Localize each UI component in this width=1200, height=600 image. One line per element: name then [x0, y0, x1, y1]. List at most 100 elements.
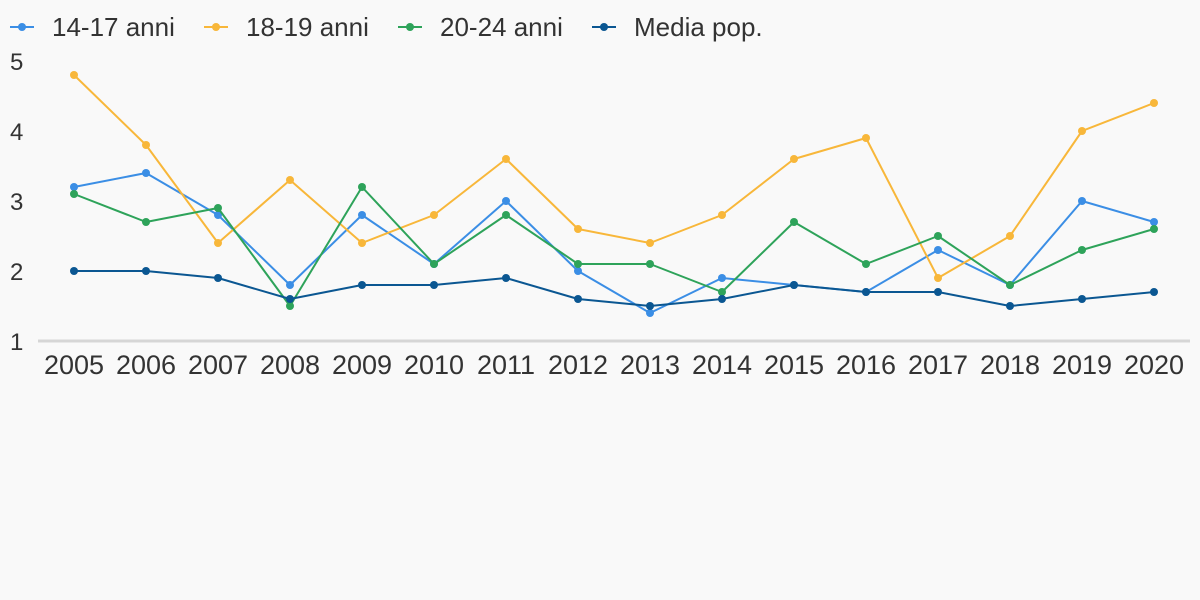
data-point[interactable] — [574, 260, 582, 268]
data-point[interactable] — [718, 295, 726, 303]
data-point[interactable] — [1150, 99, 1158, 107]
x-tick-label: 2006 — [116, 350, 176, 380]
legend-swatch-dot — [18, 23, 26, 31]
data-point[interactable] — [934, 246, 942, 254]
y-tick-label: 3 — [10, 189, 23, 216]
data-point[interactable] — [214, 239, 222, 247]
legend-item-3[interactable]: Media pop. — [592, 12, 763, 42]
data-point[interactable] — [574, 295, 582, 303]
data-point[interactable] — [142, 141, 150, 149]
data-point[interactable] — [790, 155, 798, 163]
data-point[interactable] — [430, 260, 438, 268]
data-point[interactable] — [718, 211, 726, 219]
y-tick-label: 2 — [10, 259, 23, 286]
data-point[interactable] — [1078, 197, 1086, 205]
series-line — [73, 172, 1155, 314]
legend-label: 14-17 anni — [52, 12, 175, 42]
x-tick-label: 2005 — [44, 350, 104, 380]
series-layer — [70, 71, 1158, 317]
data-point[interactable] — [646, 309, 654, 317]
data-point[interactable] — [1006, 302, 1014, 310]
data-point[interactable] — [502, 211, 510, 219]
data-point[interactable] — [1150, 288, 1158, 296]
data-point[interactable] — [358, 281, 366, 289]
data-point[interactable] — [70, 267, 78, 275]
x-tick-label: 2017 — [908, 350, 968, 380]
data-point[interactable] — [214, 274, 222, 282]
data-point[interactable] — [1006, 232, 1014, 240]
legend-swatch-dot — [212, 23, 220, 31]
data-point[interactable] — [862, 134, 870, 142]
data-point[interactable] — [718, 288, 726, 296]
data-point[interactable] — [286, 281, 294, 289]
series-line — [73, 74, 1155, 279]
data-point[interactable] — [430, 211, 438, 219]
data-point[interactable] — [430, 281, 438, 289]
data-point[interactable] — [214, 204, 222, 212]
data-point[interactable] — [862, 288, 870, 296]
data-point[interactable] — [1078, 295, 1086, 303]
x-tick-label: 2013 — [620, 350, 680, 380]
y-axis: 1 2 3 4 5 — [10, 49, 23, 356]
data-point[interactable] — [1078, 127, 1086, 135]
data-point[interactable] — [502, 197, 510, 205]
data-point[interactable] — [286, 295, 294, 303]
data-point[interactable] — [214, 211, 222, 219]
data-point[interactable] — [574, 225, 582, 233]
data-point[interactable] — [646, 260, 654, 268]
x-axis: 2005 2006 2007 2008 2009 2010 2011 2012 2013 2014… — [38, 339, 1190, 380]
data-point[interactable] — [934, 288, 942, 296]
legend-item-1[interactable]: 18-19 anni — [204, 12, 369, 42]
series-1 — [70, 71, 1158, 282]
data-point[interactable] — [934, 274, 942, 282]
data-point[interactable] — [358, 211, 366, 219]
legend-item-2[interactable]: 20-24 anni — [398, 12, 563, 42]
series-0 — [70, 169, 1158, 317]
chart-legend: 14-17 anni 18-19 anni 20-24 anni Media pop. — [10, 12, 763, 42]
data-point[interactable] — [502, 155, 510, 163]
data-point[interactable] — [574, 267, 582, 275]
x-tick-label: 2011 — [477, 350, 535, 380]
x-tick-label: 2015 — [764, 350, 824, 380]
x-tick-label: 2016 — [836, 350, 896, 380]
data-point[interactable] — [70, 190, 78, 198]
legend-label: Media pop. — [634, 12, 763, 42]
data-point[interactable] — [286, 302, 294, 310]
data-point[interactable] — [790, 218, 798, 226]
data-point[interactable] — [142, 267, 150, 275]
x-tick-label: 2012 — [548, 350, 608, 380]
legend-label: 18-19 anni — [246, 12, 369, 42]
y-tick-label: 5 — [10, 49, 23, 76]
data-point[interactable] — [1078, 246, 1086, 254]
x-tick-label: 2018 — [980, 350, 1040, 380]
data-point[interactable] — [70, 183, 78, 191]
series-3 — [70, 267, 1158, 310]
data-point[interactable] — [718, 274, 726, 282]
data-point[interactable] — [646, 239, 654, 247]
data-point[interactable] — [358, 239, 366, 247]
data-point[interactable] — [142, 169, 150, 177]
legend-swatch-dot — [406, 23, 414, 31]
data-point[interactable] — [1150, 218, 1158, 226]
data-point[interactable] — [1150, 225, 1158, 233]
data-point[interactable] — [142, 218, 150, 226]
data-point[interactable] — [1006, 281, 1014, 289]
series-2 — [70, 183, 1158, 310]
legend-item-0[interactable]: 14-17 anni — [10, 12, 175, 42]
data-point[interactable] — [358, 183, 366, 191]
x-tick-label: 2007 — [188, 350, 248, 380]
data-point[interactable] — [790, 281, 798, 289]
data-point[interactable] — [70, 71, 78, 79]
data-point[interactable] — [646, 302, 654, 310]
x-tick-label: 2010 — [404, 350, 464, 380]
data-point[interactable] — [286, 176, 294, 184]
x-tick-label: 2009 — [332, 350, 392, 380]
data-point[interactable] — [502, 274, 510, 282]
data-point[interactable] — [934, 232, 942, 240]
legend-swatch-dot — [600, 23, 608, 31]
series-line — [73, 186, 1155, 307]
x-tick-label: 2008 — [260, 350, 320, 380]
data-point[interactable] — [862, 260, 870, 268]
y-tick-label: 4 — [10, 119, 23, 146]
